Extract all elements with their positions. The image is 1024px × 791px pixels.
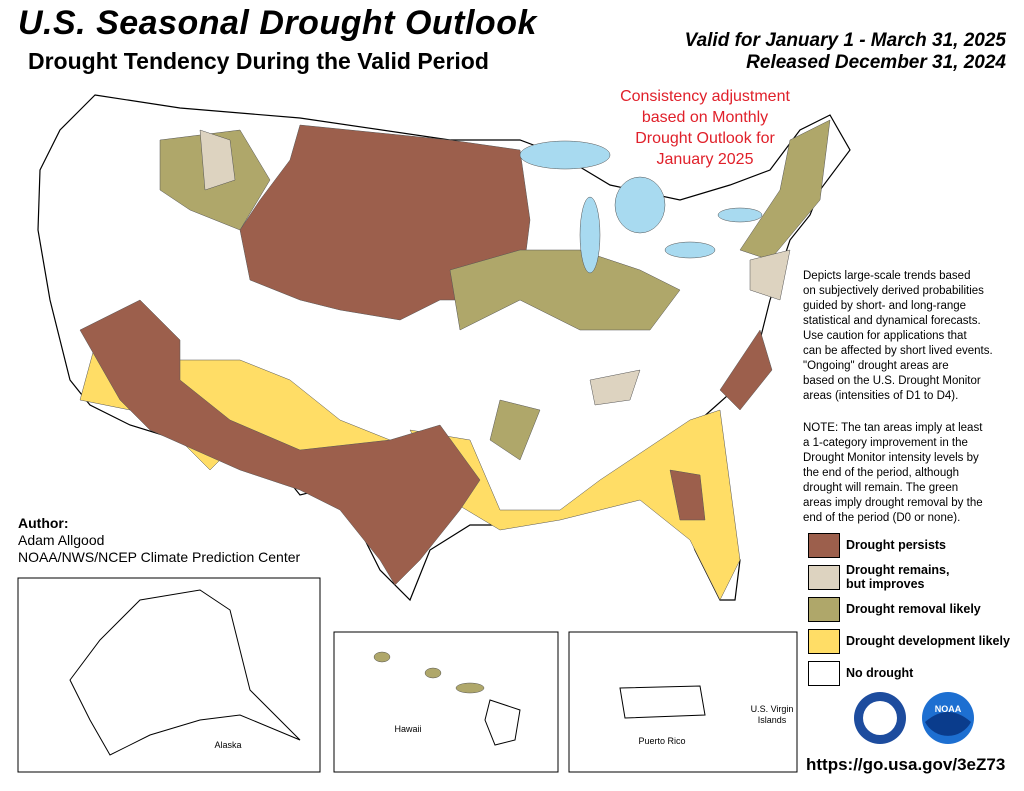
- inset-label: Islands: [758, 715, 787, 725]
- author: Author: Adam Allgood NOAA/NWS/NCEP Clima…: [18, 515, 300, 566]
- island: [373, 651, 391, 663]
- legend-label-line: Drought development likely: [846, 634, 1010, 648]
- persists-area: [669, 469, 706, 521]
- text-line: areas imply drought removal by the: [803, 497, 983, 509]
- legend-swatch: [808, 628, 840, 654]
- text-line: Use caution for applications that: [803, 330, 967, 342]
- lake: [664, 241, 716, 259]
- text-line: based on Monthly: [641, 109, 769, 126]
- island: [424, 667, 442, 679]
- legend: Drought persists Drought remains, but impr…: [808, 529, 1010, 689]
- text-line: the end of the period, although: [803, 467, 960, 479]
- text-line: on subjectively derived probabilities: [803, 285, 984, 297]
- big-island: [484, 699, 521, 746]
- text-line: end of the period (D0 or none).: [803, 512, 961, 524]
- legend-item: Drought development likely: [808, 625, 1010, 657]
- legend-label: No drought: [846, 666, 913, 680]
- legend-label: Drought remains, but improves: [846, 563, 950, 591]
- text-line: statistical and dynamical forecasts.: [803, 315, 981, 327]
- author-name: Adam Allgood: [18, 532, 105, 548]
- removal-area: [449, 249, 681, 331]
- legend-swatch: [808, 660, 840, 686]
- legend-item: Drought remains, but improves: [808, 561, 1010, 593]
- improves-area: [199, 129, 236, 191]
- text-line: Drought Outlook for: [635, 130, 775, 147]
- persists-area: [719, 329, 773, 411]
- legend-label-line: Drought persists: [846, 538, 947, 552]
- improves-area: [749, 249, 791, 301]
- inset-label: Alaska: [214, 740, 241, 750]
- url: https://go.usa.gov/3eZ73: [806, 755, 1006, 774]
- legend-label: Drought removal likely: [846, 602, 981, 616]
- logos: NOAA: [854, 692, 974, 744]
- dates: Valid for January 1 - March 31, 2025 Rel…: [685, 30, 1006, 74]
- text-line: January 2025: [656, 151, 754, 168]
- legend-swatch: [808, 532, 840, 558]
- island: [455, 682, 485, 694]
- alaska: [69, 589, 301, 756]
- released-date: Released December 31, 2024: [746, 52, 1006, 73]
- subtitle: Drought Tendency During the Valid Period: [28, 48, 489, 74]
- text-line: can be affected by short lived events.: [803, 345, 993, 357]
- note: NOTE: The tan areas imply at least a 1-ca…: [803, 421, 983, 526]
- development-area: [409, 409, 741, 601]
- text-line: guided by short- and long-range: [803, 300, 967, 312]
- removal-area: [489, 399, 541, 461]
- legend-label-line: Drought removal likely: [846, 602, 981, 616]
- legend-label-line: but improves: [846, 577, 925, 591]
- lakes: [519, 140, 763, 274]
- legend-label: Drought persists: [846, 538, 946, 552]
- text-line: Consistency adjustment: [620, 88, 790, 105]
- alaska-frame: [17, 577, 321, 773]
- description: Depicts large-scale trends based on subje…: [803, 269, 993, 404]
- legend-swatch: [808, 564, 840, 590]
- logo-text: NOAA: [935, 704, 962, 714]
- persists-area: [79, 299, 481, 586]
- legend-label-line: Drought remains,: [846, 563, 950, 577]
- legend-item: Drought removal likely: [808, 593, 1010, 625]
- text-line: NOTE: The tan areas imply at least: [803, 422, 983, 434]
- text-line: drought will remain. The green: [803, 482, 959, 494]
- author-org: NOAA/NWS/NCEP Climate Prediction Center: [18, 549, 301, 565]
- legend-item: No drought: [808, 657, 1010, 689]
- doc-seal-inner: [863, 701, 897, 735]
- title: U.S. Seasonal Drought Outlook: [18, 4, 537, 42]
- noaa-logo-wave: [925, 712, 971, 736]
- legend-label-line: No drought: [846, 666, 914, 680]
- legend-swatch: [808, 596, 840, 622]
- text-line: Depicts large-scale trends based: [803, 270, 971, 282]
- hawaii-islands: [373, 651, 485, 694]
- text-line: areas (intensities of D1 to D4).: [803, 390, 959, 402]
- drought-areas: [79, 119, 831, 601]
- lake: [579, 196, 601, 274]
- hawaii-frame: [333, 631, 559, 773]
- text-line: "Ongoing" drought areas are: [803, 360, 949, 372]
- author-heading: Author:: [18, 515, 69, 531]
- pr-frame: [568, 631, 798, 773]
- lake: [614, 176, 666, 234]
- legend-item: Drought persists: [808, 529, 1010, 561]
- inset-label: U.S. Virgin: [751, 704, 794, 714]
- inset-label: Puerto Rico: [638, 736, 685, 746]
- adjustment-note: Consistency adjustment based on Monthly Dr…: [585, 86, 825, 170]
- lake: [519, 140, 611, 170]
- legend-label: Drought development likely: [846, 634, 1010, 648]
- text-line: a 1-category improvement in the: [803, 437, 968, 449]
- puerto-rico: [619, 685, 706, 719]
- lake: [717, 207, 763, 223]
- inset-frames: [17, 577, 798, 773]
- improves-area: [589, 369, 641, 406]
- text-line: based on the U.S. Drought Monitor: [803, 375, 981, 387]
- valid-date: Valid for January 1 - March 31, 2025: [684, 30, 1006, 51]
- inset-label: Hawaii: [394, 724, 421, 734]
- text-line: Drought Monitor intensity levels by: [803, 452, 979, 464]
